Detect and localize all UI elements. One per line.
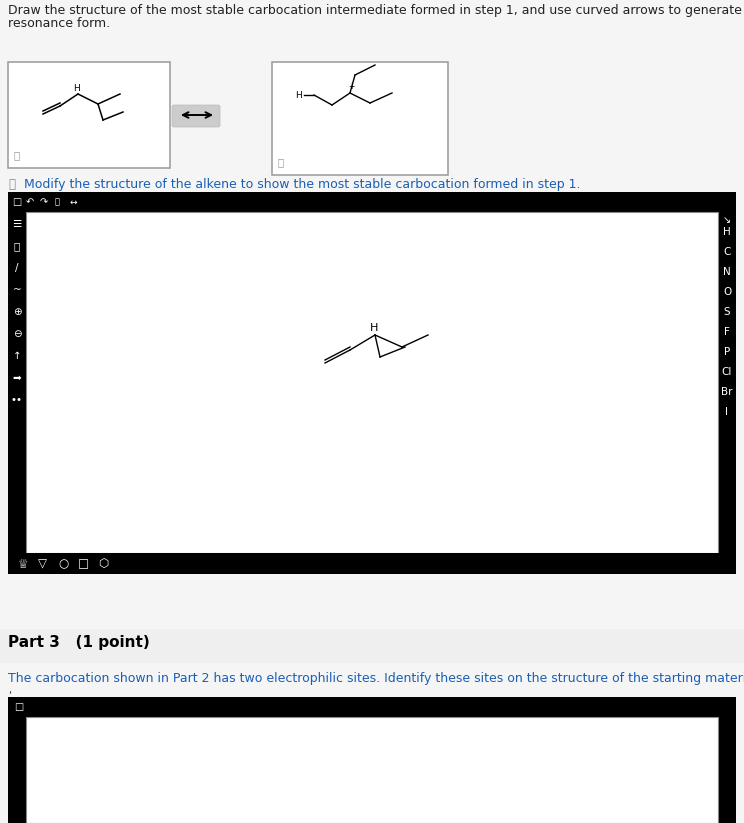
Text: ⬡: ⬡ (98, 557, 108, 570)
Text: ⊕: ⊕ (13, 307, 22, 317)
Text: N: N (723, 267, 731, 277)
Text: S: S (724, 307, 731, 317)
Text: /: / (15, 263, 19, 273)
Text: ⓘ: ⓘ (8, 178, 15, 191)
Text: ⓘ: ⓘ (278, 157, 284, 167)
Text: ,: , (8, 685, 11, 695)
Text: C: C (723, 247, 731, 257)
Bar (26, 717, 718, 823)
Text: ↷: ↷ (40, 197, 48, 207)
Text: ⊖: ⊖ (13, 329, 22, 339)
Text: Cl: Cl (722, 367, 732, 377)
Text: +: + (347, 82, 354, 91)
Bar (8, 62, 170, 168)
Text: □: □ (14, 702, 23, 712)
Bar (8, 212, 26, 553)
Text: Part 3   (1 point): Part 3 (1 point) (8, 635, 150, 650)
Text: ~: ~ (13, 285, 22, 295)
FancyBboxPatch shape (172, 105, 220, 127)
Text: 🔍: 🔍 (55, 198, 60, 207)
Text: ↘: ↘ (723, 215, 731, 225)
Text: ▽: ▽ (38, 557, 47, 570)
Bar (0, 629, 744, 663)
Bar (26, 212, 718, 553)
Text: ↔: ↔ (70, 198, 77, 207)
Text: ↶: ↶ (26, 197, 34, 207)
Text: ••: •• (11, 395, 23, 405)
Text: I: I (725, 407, 728, 417)
Bar (8, 553, 736, 574)
Bar (718, 212, 736, 553)
Text: ↑: ↑ (13, 351, 22, 361)
Text: H: H (723, 227, 731, 237)
Text: ☰: ☰ (13, 219, 22, 229)
Bar (8, 717, 26, 823)
Bar (8, 192, 736, 212)
Bar (8, 697, 736, 717)
Text: O: O (723, 287, 731, 297)
Text: resonance form.: resonance form. (8, 17, 110, 30)
Text: ○: ○ (58, 557, 68, 570)
Text: P: P (724, 347, 730, 357)
Text: H: H (295, 91, 302, 100)
Text: Modify the structure of the alkene to show the most stable carbocation formed in: Modify the structure of the alkene to sh… (24, 178, 580, 191)
Text: F: F (724, 327, 730, 337)
Bar (272, 62, 448, 175)
Text: Draw the structure of the most stable carbocation intermediate formed in step 1,: Draw the structure of the most stable ca… (8, 4, 744, 17)
Text: ⓘ: ⓘ (14, 150, 20, 160)
Bar (718, 717, 736, 823)
Text: ➡: ➡ (13, 373, 22, 383)
Text: H: H (74, 84, 80, 93)
Text: H: H (370, 323, 378, 333)
Text: ⭕: ⭕ (14, 241, 20, 251)
Text: □: □ (78, 557, 89, 570)
Text: □: □ (12, 197, 22, 207)
Text: ♕: ♕ (18, 557, 28, 570)
Text: Br: Br (721, 387, 733, 397)
Text: The carbocation shown in Part 2 has two electrophilic sites. Identify these site: The carbocation shown in Part 2 has two … (8, 672, 744, 685)
